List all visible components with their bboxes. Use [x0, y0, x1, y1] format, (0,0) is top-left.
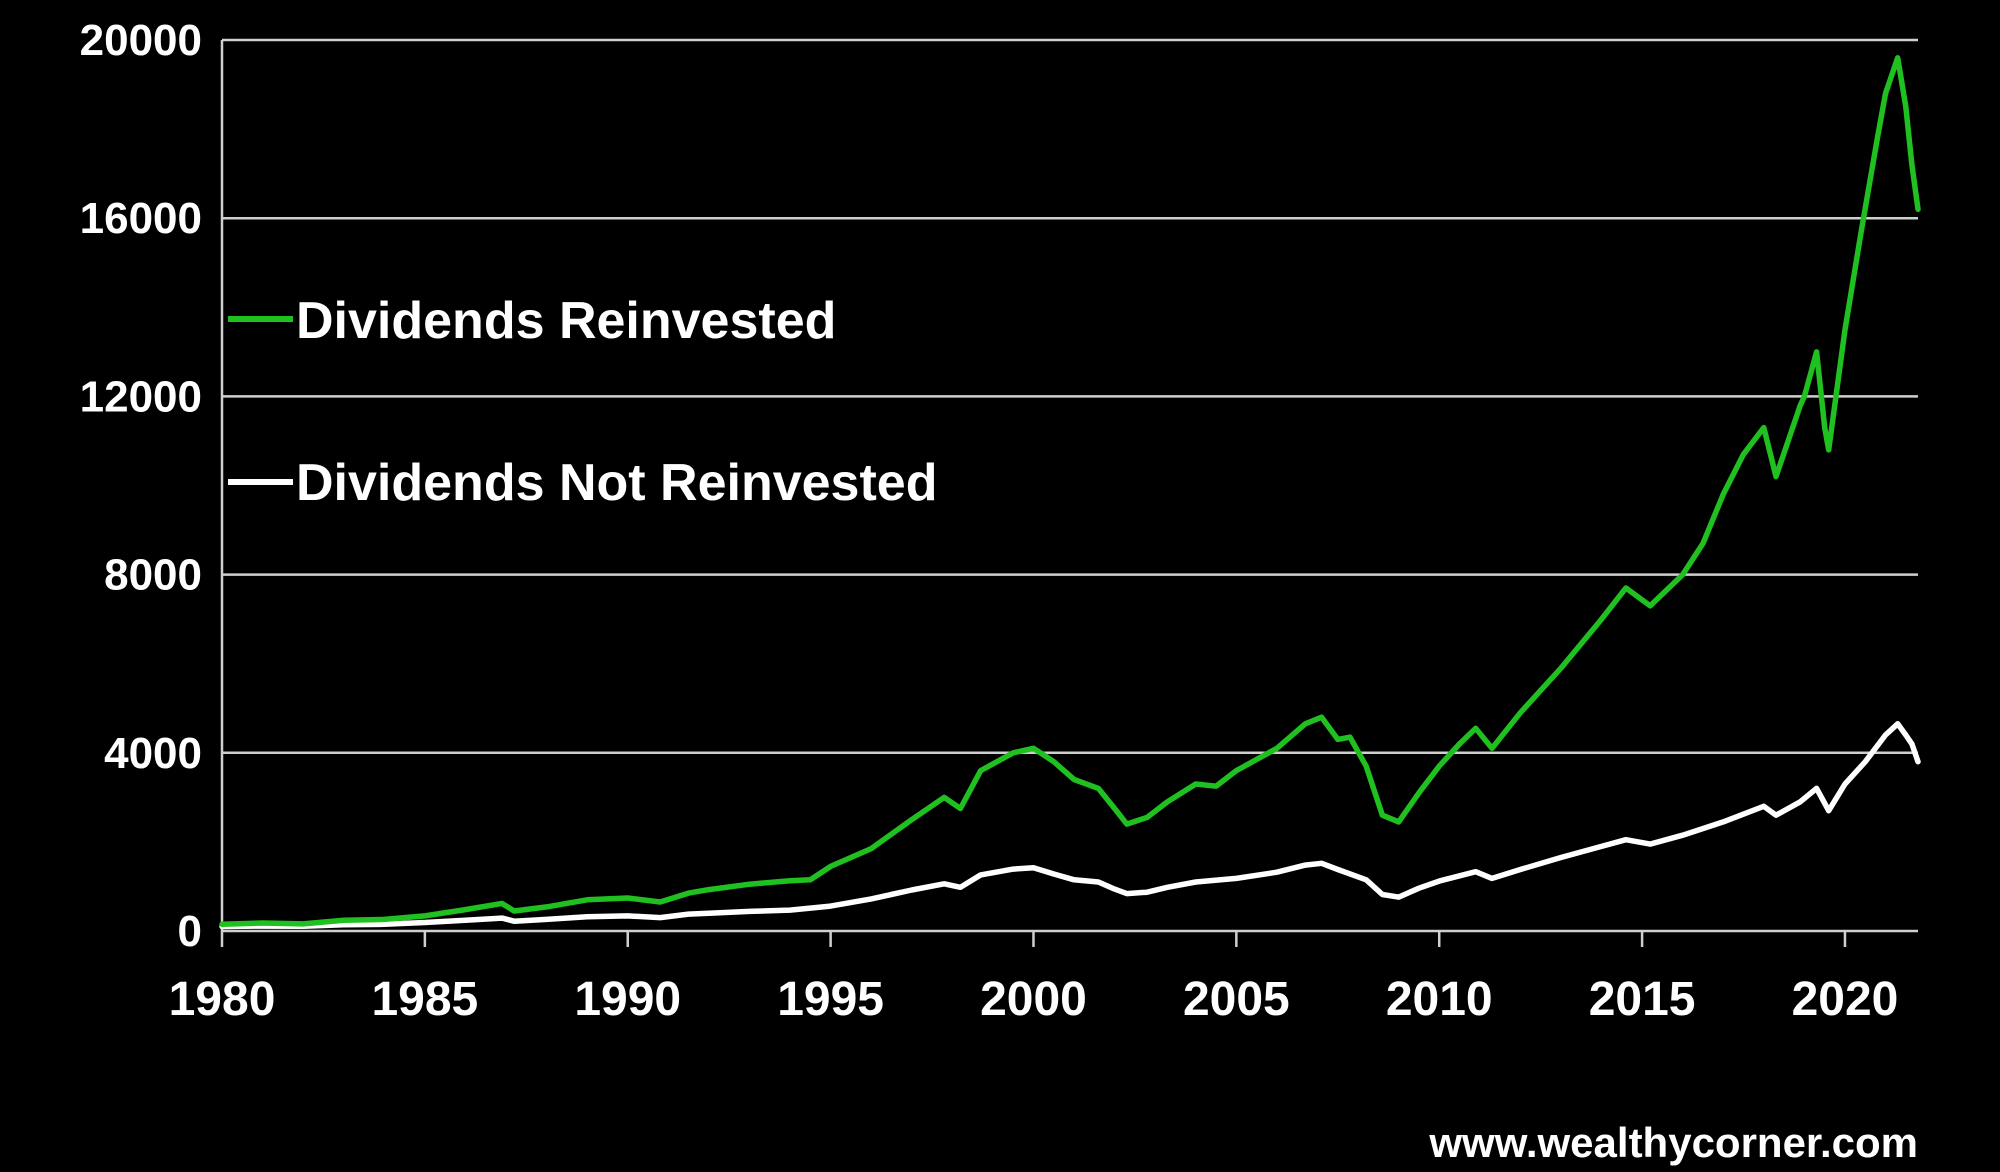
x-tick-label: 2010 — [1386, 973, 1493, 1026]
legend-label-dividends-reinvested: Dividends Reinvested — [296, 292, 836, 350]
y-tick-label: 8000 — [104, 551, 202, 600]
x-tick-label: 2000 — [980, 973, 1087, 1026]
y-tick-label: 20000 — [80, 16, 202, 65]
series-lines — [219, 55, 1921, 930]
x-tick-label: 1995 — [777, 973, 884, 1026]
x-tick-label: 2005 — [1183, 973, 1290, 1026]
series-line-dividends-not-reinvested — [219, 721, 1921, 930]
grid-lines — [222, 38, 1918, 755]
x-tick-label: 1980 — [169, 973, 276, 1026]
source-watermark: www.wealthycorner.com — [1428, 1119, 1918, 1166]
y-tick-label: 12000 — [80, 372, 202, 421]
series-line-dividends-reinvested — [219, 55, 1921, 928]
x-tick-label: 2020 — [1792, 973, 1899, 1026]
x-tick-label: 2015 — [1589, 973, 1696, 1026]
legend: Dividends Reinvested Dividends Not Reinv… — [228, 292, 937, 512]
axes: 0 4000 8000 12000 16000 20000 1980 1985 1990 1995… — [80, 16, 1918, 1026]
y-tick-label: 0 — [178, 907, 202, 956]
legend-label-dividends-not-reinvested: Dividends Not Reinvested — [296, 454, 937, 512]
y-tick-label: 4000 — [104, 729, 202, 778]
x-tick-label: 1990 — [574, 973, 681, 1026]
y-tick-label: 16000 — [80, 194, 202, 243]
x-tick-label: 1985 — [371, 973, 478, 1026]
